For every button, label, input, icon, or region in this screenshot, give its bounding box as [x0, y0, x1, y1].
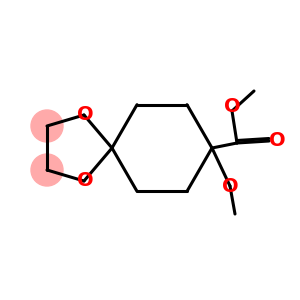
Circle shape	[31, 154, 63, 186]
Circle shape	[31, 110, 63, 142]
Text: O: O	[269, 131, 285, 151]
Text: O: O	[77, 172, 93, 190]
Text: O: O	[77, 106, 93, 124]
Text: O: O	[224, 97, 240, 116]
Text: O: O	[222, 176, 238, 196]
